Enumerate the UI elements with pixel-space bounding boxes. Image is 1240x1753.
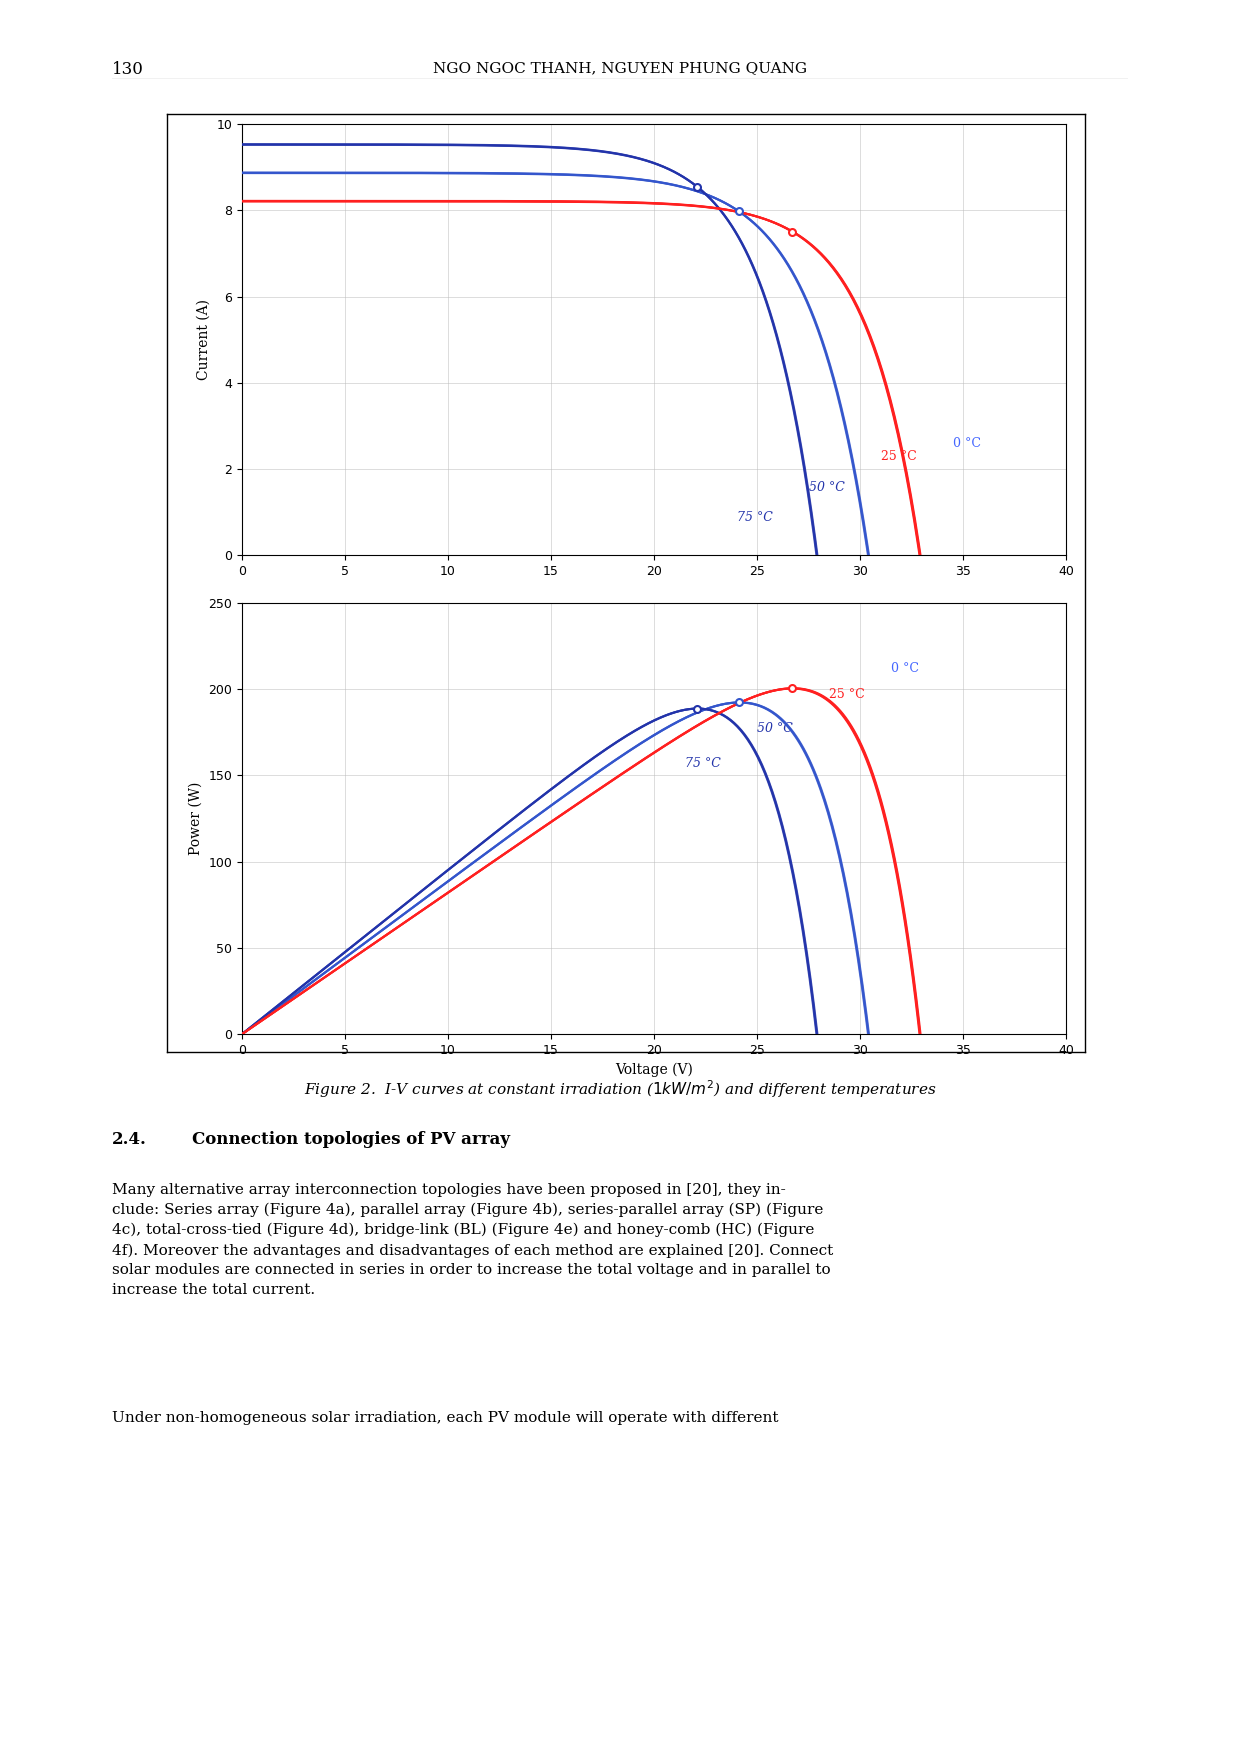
Text: 50 °C: 50 °C — [758, 722, 794, 735]
Text: 25 °C: 25 °C — [830, 687, 866, 701]
Text: Many alternative array interconnection topologies have been proposed in [20], th: Many alternative array interconnection t… — [112, 1183, 833, 1297]
Y-axis label: Current (A): Current (A) — [197, 300, 211, 380]
X-axis label: Voltage (V): Voltage (V) — [615, 1062, 693, 1076]
Text: 130: 130 — [112, 61, 144, 79]
Text: 50 °C: 50 °C — [808, 480, 844, 494]
Text: NGO NGOC THANH, NGUYEN PHUNG QUANG: NGO NGOC THANH, NGUYEN PHUNG QUANG — [433, 61, 807, 75]
Text: 0 °C: 0 °C — [892, 663, 919, 675]
Y-axis label: Power (W): Power (W) — [188, 782, 202, 855]
Text: 75 °C: 75 °C — [737, 510, 773, 524]
Text: 2.4.: 2.4. — [112, 1131, 146, 1148]
Text: Under non-homogeneous solar irradiation, each PV module will operate with differ: Under non-homogeneous solar irradiation,… — [112, 1411, 779, 1425]
Text: Figure 2.  I-V curves at constant irradiation ($1kW/m^2$) and different temperat: Figure 2. I-V curves at constant irradia… — [304, 1078, 936, 1099]
Text: 75 °C: 75 °C — [684, 757, 720, 770]
Text: Connection topologies of PV array: Connection topologies of PV array — [192, 1131, 510, 1148]
Text: 25 °C: 25 °C — [880, 451, 916, 463]
Text: 0 °C: 0 °C — [954, 438, 981, 451]
